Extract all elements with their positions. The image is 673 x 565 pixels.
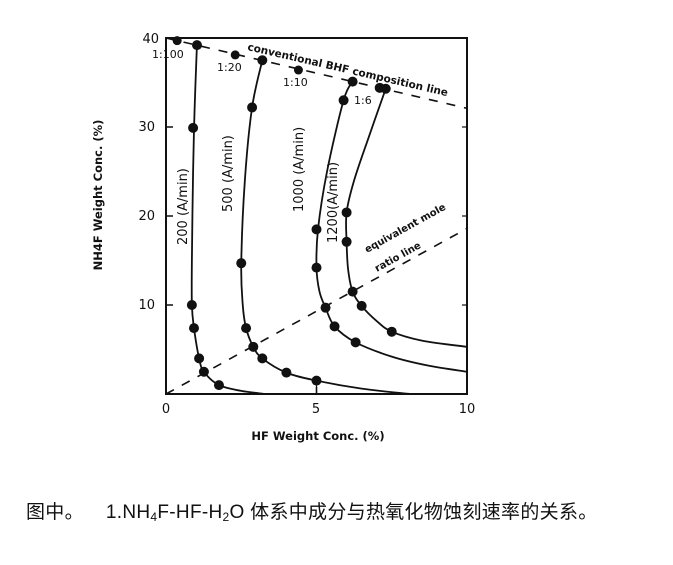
data-point bbox=[257, 353, 268, 364]
data-point bbox=[192, 40, 203, 51]
data-point bbox=[380, 83, 391, 94]
x-tick-10: 10 bbox=[459, 402, 476, 417]
caption-prefix: 图中。 bbox=[26, 502, 84, 523]
data-point bbox=[198, 366, 209, 377]
data-point bbox=[194, 353, 205, 364]
data-point bbox=[347, 76, 358, 87]
data-point bbox=[347, 286, 358, 297]
y-tick-10: 10 bbox=[138, 298, 155, 313]
equivalent-mole-ratio-line bbox=[165, 227, 468, 395]
y-axis-label: NH4F Weight Conc. (%) bbox=[91, 120, 105, 271]
data-point bbox=[213, 380, 224, 391]
data-point bbox=[341, 207, 352, 218]
ratio-label-1-6: 1:6 bbox=[354, 94, 372, 107]
x-tick-0: 0 bbox=[162, 402, 170, 417]
data-point bbox=[186, 300, 197, 310]
caption-sub-4: 4 bbox=[150, 510, 158, 524]
caption-sub-2: 2 bbox=[222, 510, 230, 524]
data-point bbox=[329, 321, 340, 332]
caption-suffix: O 体系中成分与热氧化物蚀刻速率的关系。 bbox=[229, 502, 598, 523]
data-point bbox=[257, 55, 268, 66]
data-point bbox=[320, 302, 331, 313]
data-point bbox=[341, 236, 352, 247]
data-point bbox=[248, 341, 259, 352]
data-point bbox=[311, 224, 322, 235]
caption-number: 1.NH bbox=[105, 502, 151, 523]
data-point bbox=[356, 300, 367, 311]
curve-label-500: 500 (A/min) bbox=[221, 135, 236, 212]
y-tick-30: 30 bbox=[138, 120, 155, 135]
figure-caption: 图中。 1.NH4F-HF-H2O 体系中成分与热氧化物蚀刻速率的关系。 bbox=[26, 497, 666, 524]
conventional-bhf-composition-line bbox=[165, 37, 468, 110]
y-tick-20: 20 bbox=[138, 209, 155, 224]
x-axis-label: HF Weight Conc. (%) bbox=[251, 429, 384, 443]
data-markers bbox=[186, 40, 397, 394]
caption-mid: F-HF-H bbox=[157, 502, 223, 523]
data-point bbox=[236, 258, 247, 269]
curve-label-1200: 1200(A/min) bbox=[326, 162, 341, 243]
data-point bbox=[241, 323, 252, 334]
ratio-label-1-10: 1:10 bbox=[283, 76, 308, 89]
x-tick-5: 5 bbox=[312, 402, 320, 417]
curve-label-1000: 1000 (A/min) bbox=[292, 127, 307, 212]
data-point bbox=[281, 367, 292, 378]
curve-label-200: 200 (A/min) bbox=[176, 168, 191, 245]
data-point bbox=[247, 102, 258, 113]
ratio-label-1-100: 1:100 bbox=[152, 48, 184, 61]
curve-1000 bbox=[315, 81, 468, 373]
data-point bbox=[188, 122, 199, 133]
data-point bbox=[338, 95, 349, 106]
bhf-ratio-marker bbox=[230, 50, 240, 60]
data-point bbox=[350, 337, 361, 348]
bhf-ratio-marker bbox=[172, 36, 182, 46]
data-point bbox=[188, 323, 199, 334]
chart: 0 5 10 10 20 30 40 HF Weight Conc. (%) N… bbox=[91, 32, 476, 443]
y-tick-40: 40 bbox=[142, 32, 159, 47]
data-point bbox=[311, 262, 322, 273]
bhf-ratio-marker bbox=[293, 65, 303, 75]
data-point bbox=[386, 326, 397, 337]
ratio-label-1-20: 1:20 bbox=[217, 61, 242, 74]
